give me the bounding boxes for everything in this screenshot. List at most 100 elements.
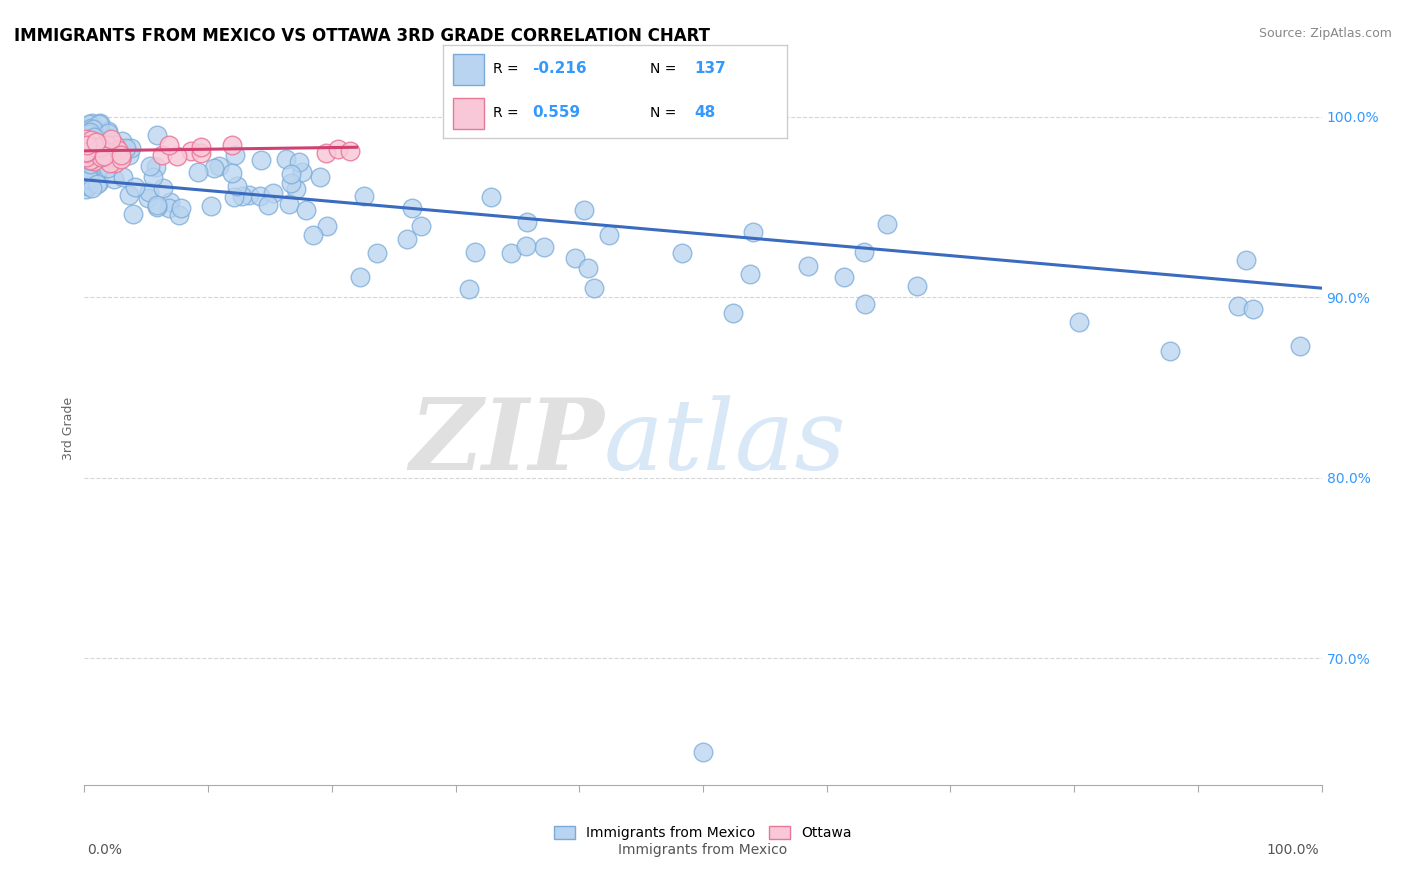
Point bbox=[152, 181, 174, 195]
Point bbox=[501, 246, 523, 260]
Text: 0.559: 0.559 bbox=[533, 105, 581, 120]
Point bbox=[832, 269, 855, 284]
Point bbox=[77, 136, 100, 150]
Text: Source: ZipAtlas.com: Source: ZipAtlas.com bbox=[1258, 27, 1392, 40]
Point bbox=[89, 115, 111, 129]
Point bbox=[853, 297, 876, 311]
Point bbox=[80, 150, 103, 164]
Point bbox=[202, 161, 225, 175]
Text: 100.0%: 100.0% bbox=[1267, 843, 1319, 857]
Point bbox=[349, 269, 371, 284]
Point bbox=[76, 138, 98, 153]
Point bbox=[83, 138, 105, 153]
Point bbox=[83, 140, 105, 154]
Point bbox=[91, 127, 114, 141]
Point bbox=[82, 160, 104, 174]
Point bbox=[100, 132, 122, 146]
Point bbox=[280, 167, 302, 181]
Point bbox=[76, 162, 98, 177]
Point bbox=[80, 120, 103, 135]
Point bbox=[80, 135, 103, 149]
Point bbox=[91, 144, 114, 158]
Point bbox=[905, 279, 928, 293]
Point bbox=[315, 145, 337, 160]
Point bbox=[96, 137, 118, 152]
Point bbox=[79, 133, 101, 147]
Point bbox=[97, 126, 120, 140]
Point bbox=[77, 128, 100, 143]
Point bbox=[671, 245, 693, 260]
Point bbox=[366, 246, 388, 260]
Point bbox=[1159, 344, 1181, 359]
Point bbox=[84, 135, 107, 149]
Point bbox=[249, 188, 271, 202]
Bar bbox=[453, 98, 484, 129]
Point bbox=[79, 137, 101, 152]
Point bbox=[110, 151, 132, 165]
Point bbox=[77, 179, 100, 194]
Text: Immigrants from Mexico: Immigrants from Mexico bbox=[619, 843, 787, 857]
Point bbox=[231, 189, 253, 203]
Point bbox=[100, 156, 122, 170]
Point bbox=[77, 136, 100, 150]
Point bbox=[76, 149, 98, 163]
Point bbox=[82, 148, 104, 162]
Text: atlas: atlas bbox=[605, 395, 846, 490]
Point bbox=[79, 153, 101, 167]
Point bbox=[79, 125, 101, 139]
Point bbox=[75, 182, 97, 196]
Point bbox=[395, 232, 418, 246]
Point bbox=[110, 152, 132, 166]
Point bbox=[75, 153, 97, 167]
Text: IMMIGRANTS FROM MEXICO VS OTTAWA 3RD GRADE CORRELATION CHART: IMMIGRANTS FROM MEXICO VS OTTAWA 3RD GRA… bbox=[14, 27, 710, 45]
Point bbox=[576, 260, 599, 275]
Point bbox=[120, 141, 142, 155]
Point bbox=[291, 164, 314, 178]
Point bbox=[464, 244, 486, 259]
Point bbox=[582, 281, 605, 295]
Point bbox=[308, 169, 330, 184]
Point bbox=[278, 197, 301, 211]
Point bbox=[79, 161, 101, 175]
Point bbox=[76, 136, 98, 150]
Point bbox=[180, 144, 202, 158]
Point bbox=[876, 217, 898, 231]
Point bbox=[167, 208, 190, 222]
Point bbox=[75, 145, 97, 159]
Point bbox=[1289, 338, 1312, 352]
Point bbox=[221, 137, 243, 152]
Point bbox=[87, 117, 110, 131]
Point bbox=[721, 306, 744, 320]
Point bbox=[738, 267, 761, 281]
Point bbox=[79, 133, 101, 147]
Point bbox=[79, 127, 101, 141]
Point bbox=[80, 153, 103, 167]
Point bbox=[1241, 302, 1264, 317]
Point bbox=[353, 188, 375, 202]
Point bbox=[100, 149, 122, 163]
Point bbox=[1234, 252, 1257, 267]
Point bbox=[115, 141, 138, 155]
Point bbox=[458, 282, 481, 296]
Point bbox=[274, 152, 297, 166]
Point bbox=[339, 144, 361, 158]
Point bbox=[80, 116, 103, 130]
Point bbox=[77, 127, 100, 141]
Point bbox=[1226, 299, 1249, 313]
Point bbox=[122, 207, 145, 221]
Point bbox=[76, 173, 98, 187]
Point bbox=[84, 146, 107, 161]
Point bbox=[295, 203, 318, 218]
Point bbox=[79, 136, 101, 151]
Point bbox=[146, 200, 169, 214]
Point bbox=[208, 160, 231, 174]
Point bbox=[159, 194, 181, 209]
Text: ZIP: ZIP bbox=[409, 394, 605, 491]
Point bbox=[170, 201, 193, 215]
Text: N =: N = bbox=[650, 106, 681, 120]
Point bbox=[76, 145, 98, 160]
Point bbox=[186, 165, 208, 179]
Point bbox=[100, 150, 122, 164]
Point bbox=[75, 178, 97, 193]
Point bbox=[250, 153, 273, 167]
